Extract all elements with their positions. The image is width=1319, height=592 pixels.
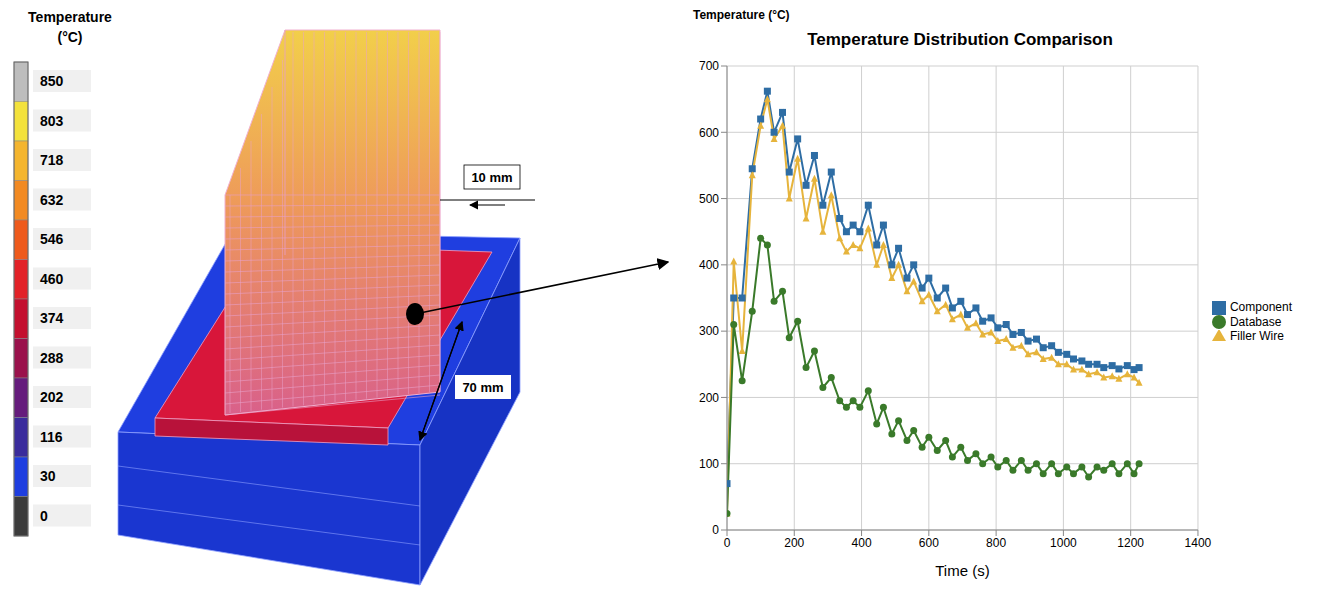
svg-text:850: 850 — [40, 73, 64, 89]
svg-text:Temperature: Temperature — [28, 9, 112, 25]
svg-text:800: 800 — [986, 536, 1006, 550]
svg-text:632: 632 — [40, 192, 64, 208]
html-text:Filler Wire: Filler Wire — [1230, 329, 1284, 344]
svg-text:546: 546 — [40, 231, 64, 247]
svg-text:1400: 1400 — [1185, 536, 1212, 550]
svg-text:718: 718 — [40, 152, 64, 168]
svg-text:288: 288 — [40, 350, 64, 366]
svg-text:Time (s): Time (s) — [935, 562, 989, 579]
svg-text:100: 100 — [699, 457, 719, 471]
svg-text:700: 700 — [699, 59, 719, 73]
svg-text:200: 200 — [784, 536, 804, 550]
html-text:Component: Component — [1230, 299, 1292, 314]
svg-text:0: 0 — [40, 508, 48, 524]
svg-text:600: 600 — [699, 126, 719, 140]
svg-text:460: 460 — [40, 271, 64, 287]
svg-text:70 mm: 70 mm — [462, 380, 503, 395]
svg-text:803: 803 — [40, 113, 64, 129]
svg-text:300: 300 — [699, 324, 719, 338]
html-text:Temperature (°C): Temperature (°C) — [693, 8, 790, 22]
svg-text:600: 600 — [919, 536, 939, 550]
svg-text:400: 400 — [852, 536, 872, 550]
html-text:Database: Database — [1230, 314, 1282, 329]
svg-text:(°C): (°C) — [57, 29, 82, 45]
svg-text:200: 200 — [699, 391, 719, 405]
svg-text:202: 202 — [40, 389, 64, 405]
svg-text:116: 116 — [40, 429, 63, 445]
svg-text:374: 374 — [40, 310, 64, 326]
html-text:Temperature Distribution Compa: Temperature Distribution Comparison — [807, 30, 1113, 49]
svg-text:10 mm: 10 mm — [471, 170, 512, 185]
svg-text:0: 0 — [712, 523, 719, 537]
svg-text:30: 30 — [40, 468, 56, 484]
svg-text:500: 500 — [699, 192, 719, 206]
svg-text:1200: 1200 — [1117, 536, 1144, 550]
svg-text:1000: 1000 — [1050, 536, 1077, 550]
svg-text:0: 0 — [724, 536, 731, 550]
svg-text:400: 400 — [699, 258, 719, 272]
